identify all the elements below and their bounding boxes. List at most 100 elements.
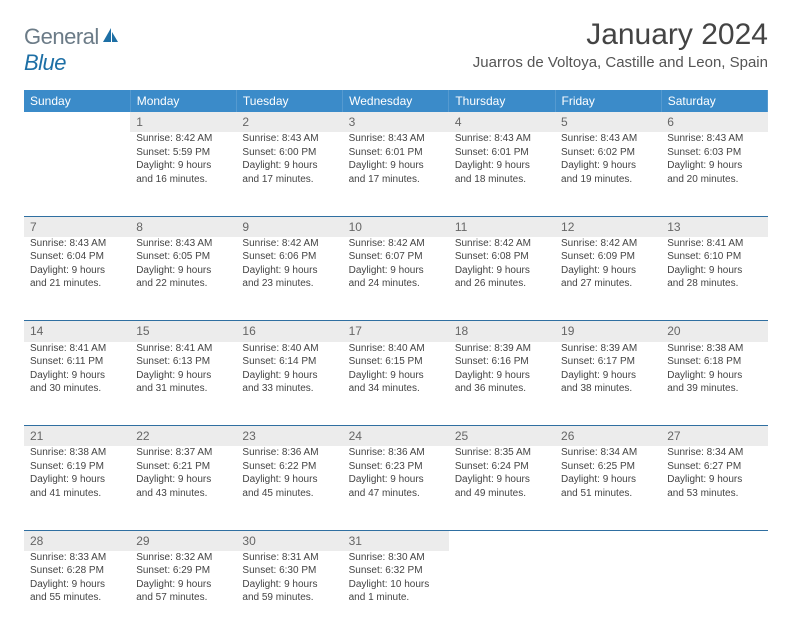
sunrise-text: Sunrise: 8:33 AM xyxy=(30,551,124,565)
sunrise-text: Sunrise: 8:42 AM xyxy=(242,237,336,251)
location-subtitle: Juarros de Voltoya, Castille and Leon, S… xyxy=(473,54,768,71)
sunset-text: Sunset: 6:02 PM xyxy=(561,146,655,160)
day1-text: Daylight: 9 hours xyxy=(455,264,549,278)
day-number: 19 xyxy=(555,321,661,342)
sunrise-text: Sunrise: 8:43 AM xyxy=(349,132,443,146)
day-number: 11 xyxy=(449,216,555,237)
day2-text: and 53 minutes. xyxy=(667,487,761,501)
sunrise-text: Sunrise: 8:41 AM xyxy=(136,342,230,356)
sunrise-text: Sunrise: 8:34 AM xyxy=(561,446,655,460)
sunrise-text: Sunrise: 8:34 AM xyxy=(667,446,761,460)
day1-text: Daylight: 9 hours xyxy=(136,264,230,278)
day-cell: Sunrise: 8:37 AMSunset: 6:21 PMDaylight:… xyxy=(130,446,236,530)
sunrise-text: Sunrise: 8:35 AM xyxy=(455,446,549,460)
day2-text: and 17 minutes. xyxy=(349,173,443,187)
day-number: 31 xyxy=(343,530,449,551)
logo-text: GeneralBlue xyxy=(24,24,121,76)
day-cell: Sunrise: 8:42 AMSunset: 6:08 PMDaylight:… xyxy=(449,237,555,321)
day1-text: Daylight: 9 hours xyxy=(349,264,443,278)
day1-text: Daylight: 9 hours xyxy=(30,578,124,592)
day1-text: Daylight: 9 hours xyxy=(561,264,655,278)
weekday-header: Wednesday xyxy=(343,90,449,112)
sunset-text: Sunset: 6:06 PM xyxy=(242,250,336,264)
sunrise-text: Sunrise: 8:32 AM xyxy=(136,551,230,565)
day1-text: Daylight: 9 hours xyxy=(455,159,549,173)
day-number: 3 xyxy=(343,112,449,132)
day-cell: Sunrise: 8:43 AMSunset: 6:01 PMDaylight:… xyxy=(449,132,555,216)
sunrise-text: Sunrise: 8:38 AM xyxy=(30,446,124,460)
sunrise-text: Sunrise: 8:39 AM xyxy=(455,342,549,356)
day-number: 18 xyxy=(449,321,555,342)
day1-text: Daylight: 9 hours xyxy=(455,473,549,487)
day-cell: Sunrise: 8:36 AMSunset: 6:23 PMDaylight:… xyxy=(343,446,449,530)
day1-text: Daylight: 9 hours xyxy=(242,578,336,592)
sunset-text: Sunset: 5:59 PM xyxy=(136,146,230,160)
day-cell: Sunrise: 8:43 AMSunset: 6:05 PMDaylight:… xyxy=(130,237,236,321)
day-cell: Sunrise: 8:43 AMSunset: 6:02 PMDaylight:… xyxy=(555,132,661,216)
day1-text: Daylight: 10 hours xyxy=(349,578,443,592)
sunrise-text: Sunrise: 8:36 AM xyxy=(349,446,443,460)
sunrise-text: Sunrise: 8:41 AM xyxy=(30,342,124,356)
day-number: 20 xyxy=(661,321,767,342)
day-cell: Sunrise: 8:39 AMSunset: 6:16 PMDaylight:… xyxy=(449,342,555,426)
day2-text: and 41 minutes. xyxy=(30,487,124,501)
day-number: 24 xyxy=(343,426,449,447)
sunset-text: Sunset: 6:22 PM xyxy=(242,460,336,474)
title-block: January 2024 Juarros de Voltoya, Castill… xyxy=(473,18,768,71)
sunset-text: Sunset: 6:01 PM xyxy=(455,146,549,160)
day2-text: and 57 minutes. xyxy=(136,591,230,605)
day-cell: Sunrise: 8:36 AMSunset: 6:22 PMDaylight:… xyxy=(236,446,342,530)
day-number: 2 xyxy=(236,112,342,132)
day-content-row: Sunrise: 8:42 AMSunset: 5:59 PM Daylight:… xyxy=(24,132,768,216)
day2-text: and 39 minutes. xyxy=(667,382,761,396)
day-cell: Sunrise: 8:43 AMSunset: 6:03 PMDaylight:… xyxy=(661,132,767,216)
calendar-table: Sunday Monday Tuesday Wednesday Thursday… xyxy=(24,90,768,635)
sunset-text: Sunset: 6:13 PM xyxy=(136,355,230,369)
day-number: 7 xyxy=(24,216,130,237)
day2-text: and 36 minutes. xyxy=(455,382,549,396)
sunset-text: Sunset: 6:17 PM xyxy=(561,355,655,369)
sunset-text: Sunset: 6:05 PM xyxy=(136,250,230,264)
weekday-header: Monday xyxy=(130,90,236,112)
day-number: 12 xyxy=(555,216,661,237)
day2-text: and 33 minutes. xyxy=(242,382,336,396)
day-cell: Sunrise: 8:42 AMSunset: 6:06 PMDaylight:… xyxy=(236,237,342,321)
weekday-header: Saturday xyxy=(661,90,767,112)
sunset-text: Sunset: 6:32 PM xyxy=(349,564,443,578)
sunrise-text: Sunrise: 8:42 AM xyxy=(136,132,230,146)
sunset-text: Sunset: 6:19 PM xyxy=(30,460,124,474)
sunrise-text: Sunrise: 8:43 AM xyxy=(136,237,230,251)
day-cell: Sunrise: 8:34 AMSunset: 6:27 PMDaylight:… xyxy=(661,446,767,530)
day1-text: Daylight: 9 hours xyxy=(349,473,443,487)
day1-text: Daylight: 9 hours xyxy=(667,159,761,173)
sunset-text: Sunset: 6:18 PM xyxy=(667,355,761,369)
day2-text: and 30 minutes. xyxy=(30,382,124,396)
day2-text: and 43 minutes. xyxy=(136,487,230,501)
day-number: 27 xyxy=(661,426,767,447)
sunrise-text: Sunrise: 8:43 AM xyxy=(667,132,761,146)
day-number: 17 xyxy=(343,321,449,342)
day2-text: and 1 minute. xyxy=(349,591,443,605)
sunset-text: Sunset: 6:16 PM xyxy=(455,355,549,369)
day-number: 25 xyxy=(449,426,555,447)
day2-text: and 22 minutes. xyxy=(136,277,230,291)
sunset-text: Sunset: 6:23 PM xyxy=(349,460,443,474)
day-number: 1 xyxy=(130,112,236,132)
sunrise-text: Sunrise: 8:42 AM xyxy=(561,237,655,251)
sunrise-text: Sunrise: 8:39 AM xyxy=(561,342,655,356)
page-title: January 2024 xyxy=(473,18,768,52)
day1-text: Daylight: 9 hours xyxy=(30,264,124,278)
sunset-text: Sunset: 6:27 PM xyxy=(667,460,761,474)
day1-text: Daylight: 9 hours xyxy=(667,264,761,278)
day2-text: and 19 minutes. xyxy=(561,173,655,187)
day2-text: and 59 minutes. xyxy=(242,591,336,605)
day-cell: Sunrise: 8:42 AMSunset: 6:09 PMDaylight:… xyxy=(555,237,661,321)
sunset-text: Sunset: 6:00 PM xyxy=(242,146,336,160)
weekday-header: Friday xyxy=(555,90,661,112)
day1-text: Daylight: 9 hours xyxy=(136,578,230,592)
logo-sail-icon xyxy=(101,24,121,50)
day-number: 6 xyxy=(661,112,767,132)
day1-text: Daylight: 9 hours xyxy=(30,473,124,487)
day-number xyxy=(661,530,767,551)
sunset-text: Sunset: 6:09 PM xyxy=(561,250,655,264)
